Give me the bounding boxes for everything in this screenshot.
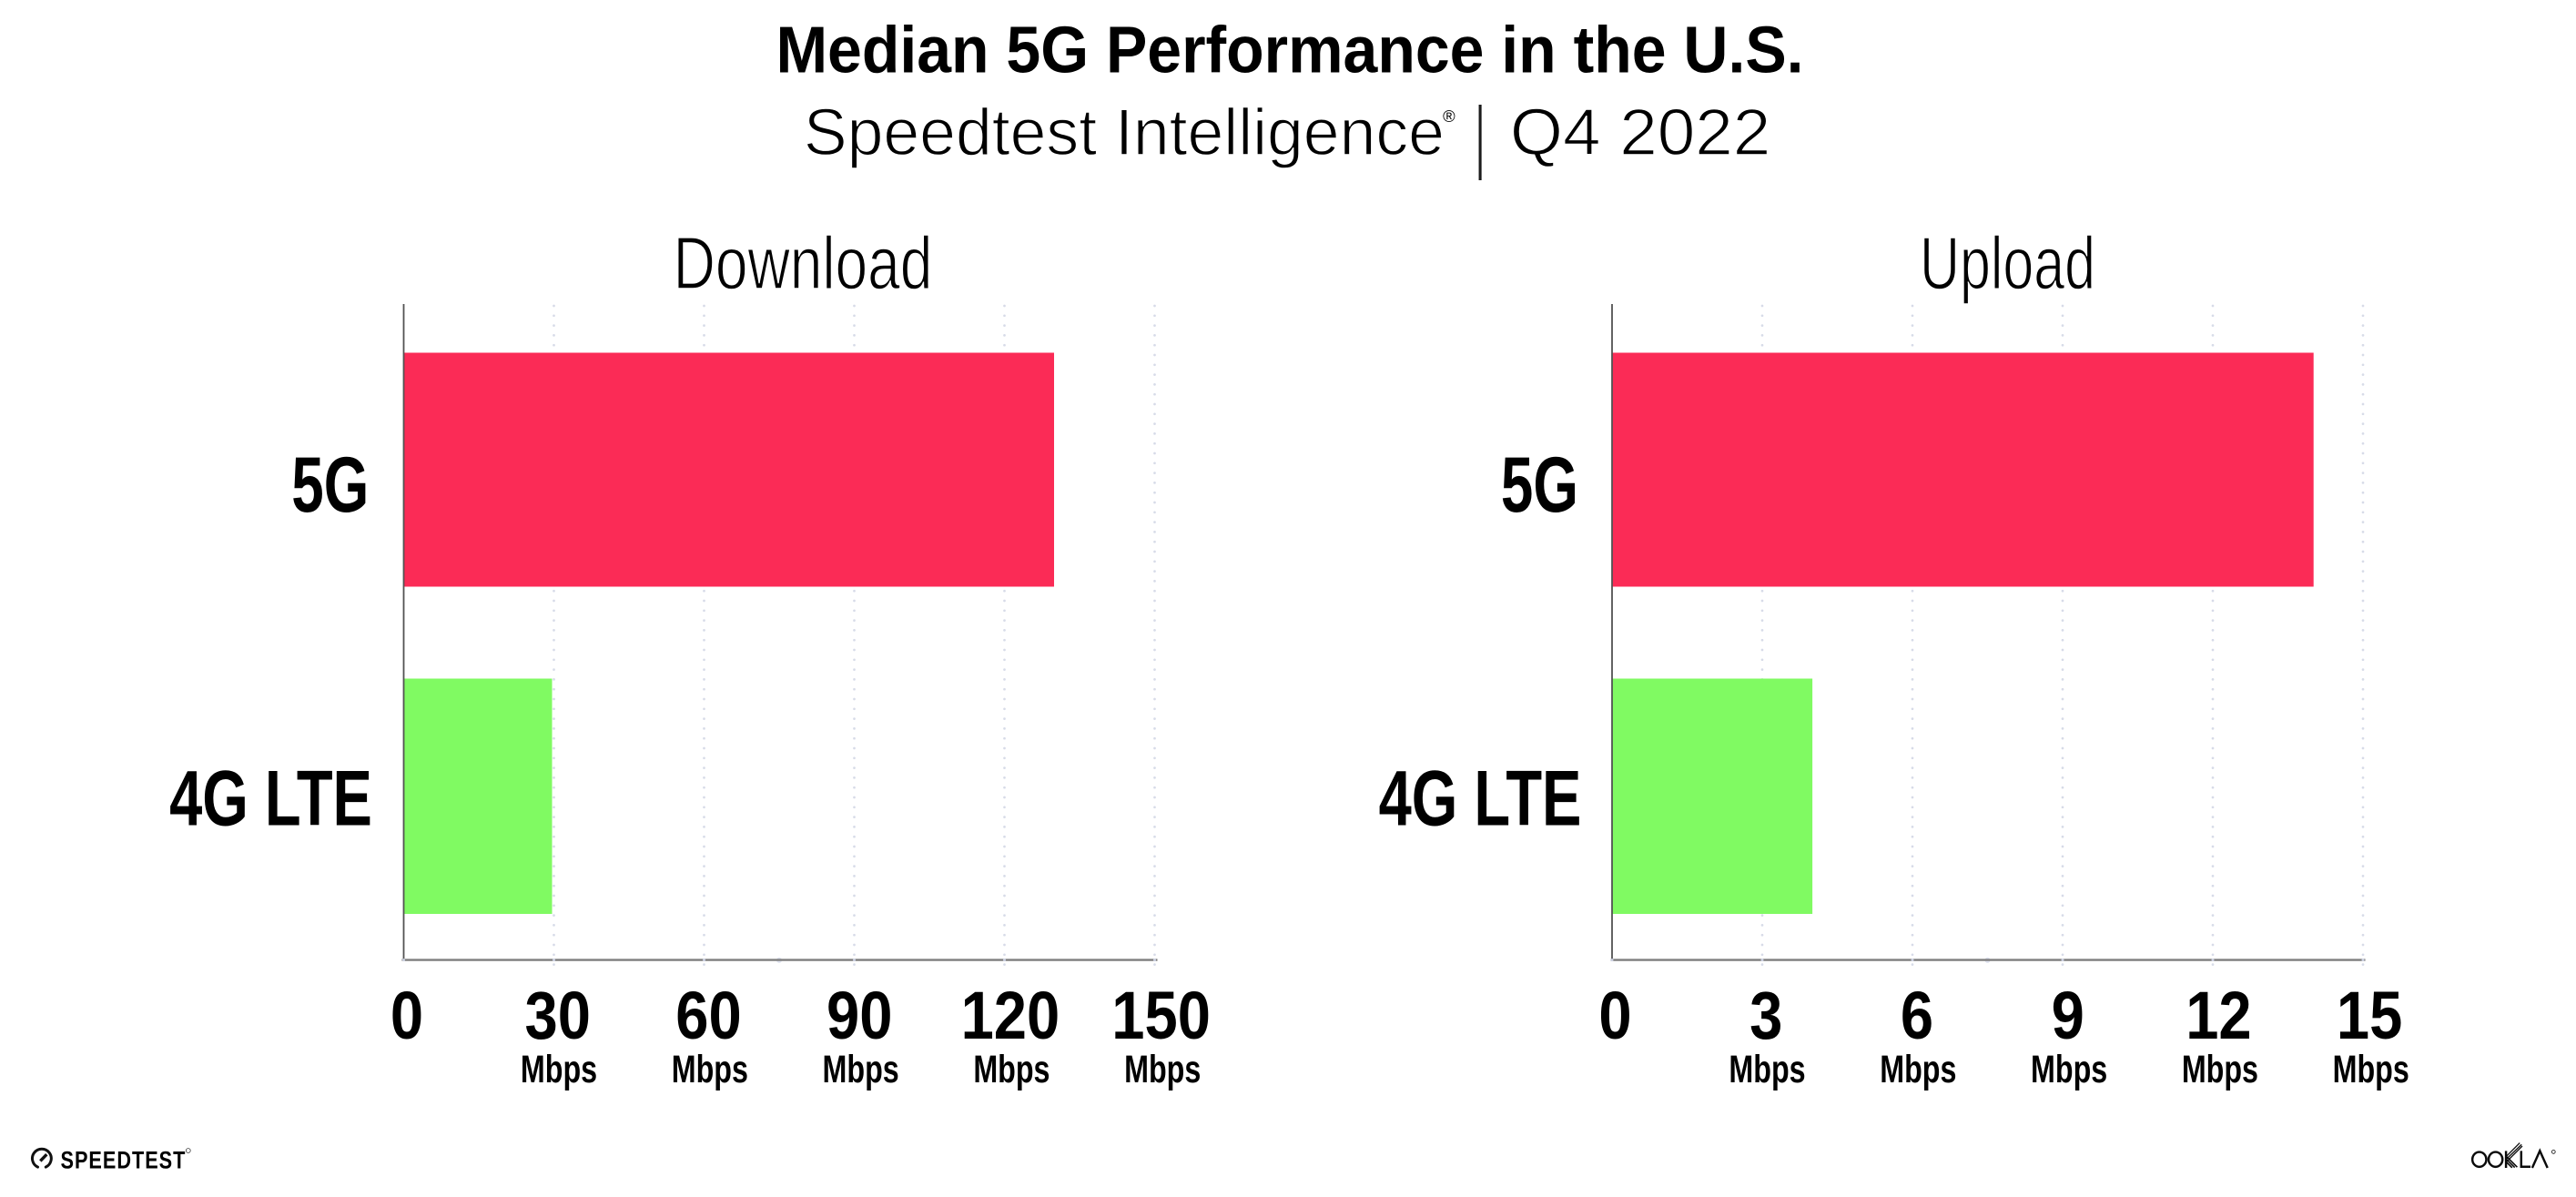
svg-text:Mbps: Mbps bbox=[1880, 1049, 1956, 1091]
svg-text:Download: Download bbox=[674, 220, 933, 305]
svg-text:Mbps: Mbps bbox=[2031, 1049, 2107, 1091]
svg-text:Mbps: Mbps bbox=[672, 1049, 748, 1091]
svg-text:5G: 5G bbox=[291, 441, 369, 530]
svg-text:4G LTE: 4G LTE bbox=[169, 756, 372, 843]
svg-text:12: 12 bbox=[2186, 978, 2251, 1053]
svg-text:Q4 2022: Q4 2022 bbox=[1510, 96, 1770, 168]
svg-text:Mbps: Mbps bbox=[1124, 1049, 1201, 1091]
svg-text:0: 0 bbox=[1598, 978, 1631, 1053]
svg-text:60: 60 bbox=[675, 978, 741, 1053]
svg-text:9: 9 bbox=[2052, 978, 2084, 1053]
svg-text:5G: 5G bbox=[1501, 441, 1578, 530]
svg-text:Mbps: Mbps bbox=[2182, 1049, 2258, 1091]
svg-text:Mbps: Mbps bbox=[973, 1049, 1050, 1091]
svg-text:150: 150 bbox=[1111, 978, 1211, 1053]
svg-text:6: 6 bbox=[1901, 978, 1933, 1053]
svg-text:3: 3 bbox=[1749, 978, 1782, 1053]
svg-text:Median 5G Performance in the U: Median 5G Performance in the U.S. bbox=[776, 14, 1803, 86]
svg-text:Upload: Upload bbox=[1920, 222, 2095, 305]
svg-text:®: ® bbox=[1443, 107, 1455, 126]
svg-text:Mbps: Mbps bbox=[521, 1049, 597, 1091]
svg-text:Mbps: Mbps bbox=[1729, 1049, 1805, 1091]
svg-text:0: 0 bbox=[390, 978, 423, 1053]
svg-text:Mbps: Mbps bbox=[2333, 1049, 2409, 1091]
svg-text:30: 30 bbox=[524, 978, 590, 1053]
svg-text:Mbps: Mbps bbox=[823, 1049, 899, 1091]
svg-text:120: 120 bbox=[961, 978, 1060, 1053]
svg-text:4G LTE: 4G LTE bbox=[1379, 756, 1582, 843]
svg-text:SPEEDTEST: SPEEDTEST bbox=[61, 1147, 187, 1174]
svg-text:90: 90 bbox=[827, 978, 892, 1053]
svg-text:15: 15 bbox=[2337, 978, 2402, 1053]
svg-text:Speedtest Intelligence: Speedtest Intelligence bbox=[804, 96, 1445, 169]
